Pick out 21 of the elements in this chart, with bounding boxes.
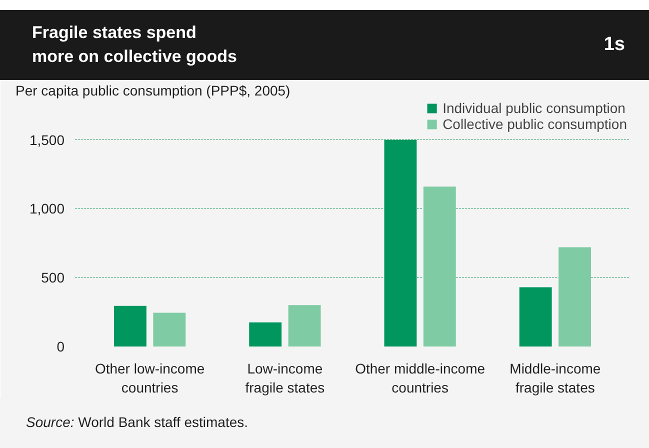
y-tick-label: 1,000 [29, 200, 65, 217]
y-tick-label: 0 [56, 338, 65, 354]
x-tick-label: Other low-income countries [94, 360, 205, 396]
bar [288, 305, 321, 346]
source-note: Source: World Bank staff estimates. [0, 398, 649, 448]
x-tick-label: Other middle-income countries [355, 360, 486, 396]
legend-label: Individual public consumption [442, 100, 626, 116]
legend-label: Collective public consumption [442, 116, 627, 132]
bar [423, 186, 456, 346]
bar [114, 306, 146, 346]
bar [558, 247, 591, 346]
y-axis-title: Per capita public consumption (PPP$, 2005) [16, 82, 290, 98]
x-tick-label: Middle-income fragile states [510, 360, 601, 396]
y-tick-label: 1,500 [29, 132, 65, 148]
bar [519, 287, 552, 346]
y-tick-label: 500 [41, 270, 65, 286]
bar [153, 312, 186, 346]
x-tick-label: Low-income fragile states [245, 360, 325, 396]
text: 1s [604, 33, 625, 57]
chart-title: Fragile states spend more on collective goods [32, 22, 237, 68]
bar [249, 322, 282, 346]
